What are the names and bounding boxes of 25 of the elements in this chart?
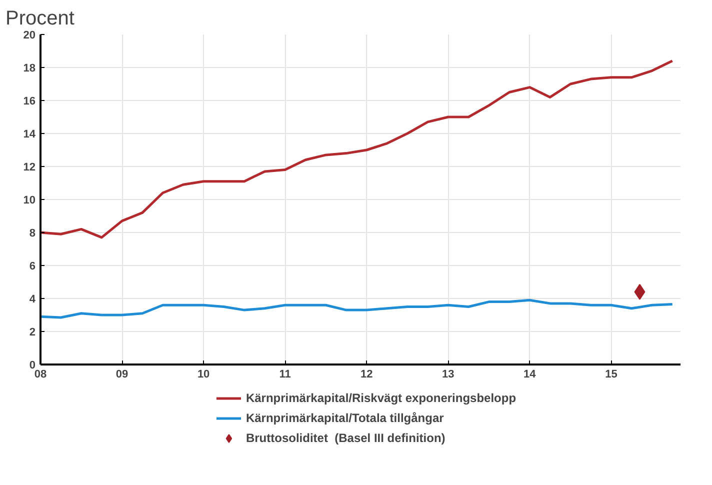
y-tick-label: 8 xyxy=(29,228,36,240)
x-tick-label: 11 xyxy=(279,368,291,380)
x-tick-label: 12 xyxy=(360,368,373,380)
legend-label: Bruttosoliditet (Basel III definition) xyxy=(246,430,446,444)
legend-label: Kärnprimärkapital/Riskvägt exponeringsbelopp xyxy=(246,390,516,404)
legend-label: Kärnprimärkapital/Totala tillgångar xyxy=(246,410,444,424)
x-tick-label: 10 xyxy=(197,368,210,380)
y-tick-label: 16 xyxy=(23,96,36,108)
y-axis-title: Procent xyxy=(6,8,75,30)
line-series xyxy=(40,60,674,239)
y-tick-label: 6 xyxy=(29,260,36,272)
y-tick-label: 14 xyxy=(23,128,36,140)
x-tick-label: 13 xyxy=(442,368,454,380)
y-tick-label: 10 xyxy=(23,194,36,206)
x-tick-label: 14 xyxy=(524,368,537,380)
x-tick-label: 08 xyxy=(34,368,47,380)
y-tick-label: 0 xyxy=(29,360,36,372)
y-tick-label: 4 xyxy=(29,294,36,306)
y-tick-label: 2 xyxy=(29,326,36,338)
y-tick-label: 20 xyxy=(23,30,36,42)
x-tick-label: 15 xyxy=(605,368,618,380)
y-tick-label: 18 xyxy=(23,62,36,74)
line-series xyxy=(40,298,674,319)
x-tick-label: 09 xyxy=(116,368,128,380)
y-tick-label: 12 xyxy=(23,162,36,174)
